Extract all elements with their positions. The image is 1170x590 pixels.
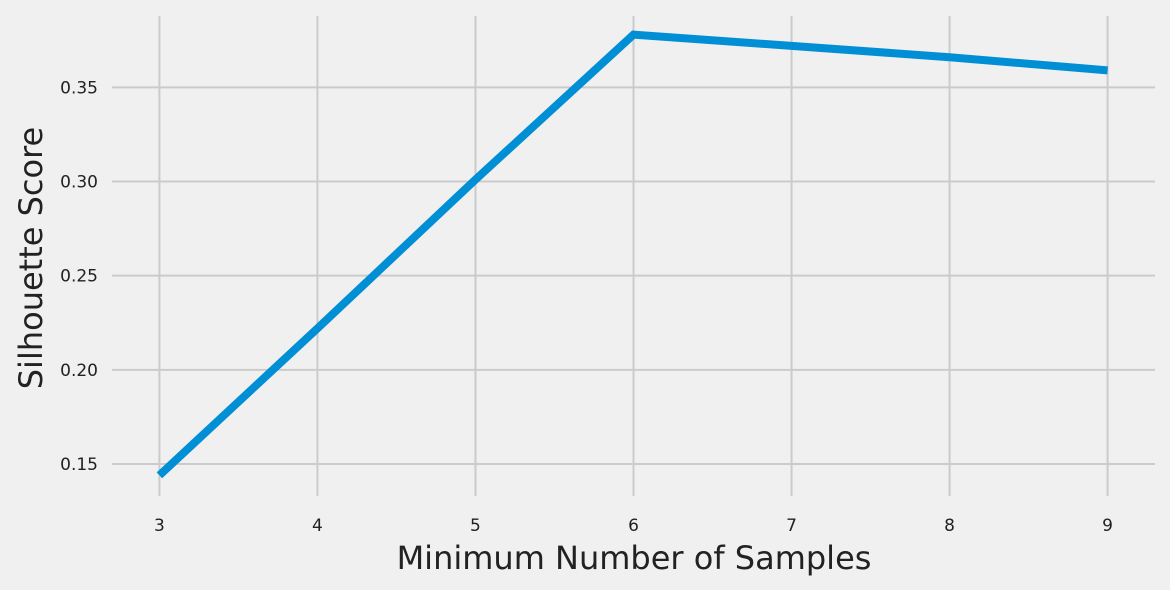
series-line: [156, 30, 1108, 479]
y-tick-label: 0.15: [60, 455, 98, 475]
y-tick-label: 0.20: [60, 361, 98, 381]
y-tick-labels: 0.15 0.20 0.25 0.30 0.35: [60, 78, 98, 475]
y-tick-label: 0.25: [60, 267, 98, 287]
y-tick-label: 0.30: [60, 172, 98, 192]
x-tick-label: 9: [1102, 516, 1113, 536]
x-tick-label: 5: [470, 516, 481, 536]
y-tick-label: 0.35: [60, 78, 98, 98]
x-tick-label: 8: [944, 516, 955, 536]
x-tick-label: 7: [786, 516, 797, 536]
x-tick-label: 3: [154, 516, 165, 536]
y-axis-title: Silhouette Score: [12, 127, 50, 390]
x-tick-labels: 3 4 5 6 7 8 9: [154, 516, 1113, 536]
x-gridlines: [158, 16, 1109, 496]
series-layer: [156, 30, 1108, 479]
y-gridlines: [112, 86, 1155, 465]
x-tick-label: 6: [628, 516, 639, 536]
x-axis-title: Minimum Number of Samples: [397, 539, 872, 577]
x-tick-label: 4: [312, 516, 323, 536]
